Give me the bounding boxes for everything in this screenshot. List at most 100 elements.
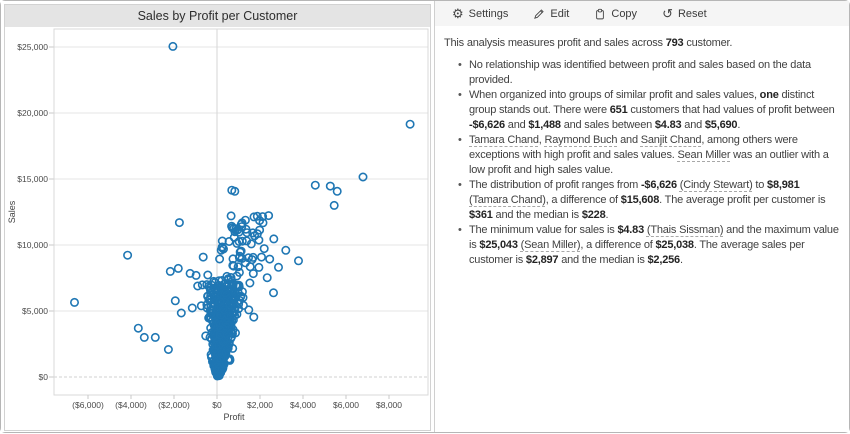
scatter-mark[interactable] [269,234,279,244]
scatter-mark[interactable] [123,250,133,260]
scatter-mark[interactable] [358,172,368,182]
scatter-mark[interactable] [133,323,143,333]
scatter-mark[interactable] [255,216,265,226]
scatter-mark[interactable] [201,331,211,341]
reset-button[interactable]: ↺ Reset [659,5,710,22]
scatter-mark[interactable] [248,269,258,279]
customer-link[interactable]: Tamara Chand [469,134,539,146]
customer-link[interactable]: (Sean Miller) [520,239,581,251]
customer-link[interactable]: Sanjit Chand [640,134,702,146]
scatter-mark[interactable] [218,337,228,347]
scatter-mark[interactable] [240,258,250,268]
scatter-mark[interactable] [332,186,342,196]
scatter-mark[interactable] [216,353,226,363]
scatter-mark[interactable] [203,270,213,280]
scatter-mark[interactable] [256,252,266,262]
scatter-mark[interactable] [193,281,203,291]
scatter-mark[interactable] [165,266,175,276]
customer-link[interactable]: (Cindy Stewart) [679,179,753,191]
copy-button[interactable]: Copy [591,6,640,22]
scatter-mark[interactable] [232,271,242,281]
scatter-mark[interactable] [217,242,227,252]
scatter-mark[interactable] [230,186,240,196]
scatter-mark[interactable] [238,300,248,310]
scatter-mark[interactable] [254,262,264,272]
scatter-mark[interactable] [174,218,184,228]
scatter-mark[interactable] [150,332,160,342]
scatter-mark[interactable] [281,245,291,255]
scatter-mark[interactable] [70,297,80,307]
scatter-mark[interactable] [226,211,236,221]
scatter-plot[interactable]: $0 $5,000 $10,000 $15,000 $20,000 $25,000 ($6,… [1,1,434,434]
scatter-mark[interactable] [237,236,247,246]
scatter-mark[interactable] [242,236,252,246]
scatter-mark[interactable] [187,303,197,313]
scatter-mark[interactable] [215,254,225,264]
scatter-mark[interactable] [206,309,216,319]
scatter-mark[interactable] [231,224,241,234]
scatter-mark[interactable] [231,328,241,338]
scatter-marks[interactable] [70,41,415,381]
scatter-mark[interactable] [329,200,339,210]
scatter-mark[interactable] [215,297,225,307]
scatter-mark[interactable] [264,211,274,221]
scatter-mark[interactable] [209,276,219,286]
settings-button[interactable]: ⚙ Settings [449,5,511,22]
scatter-mark[interactable] [234,253,244,263]
customer-link[interactable]: (Tamara Chand) [469,194,546,206]
scatter-mark[interactable] [202,300,212,310]
analysis-bullet: • The minimum value for sales is $4.83 (T… [458,224,839,266]
scatter-mark[interactable] [163,344,173,354]
scatter-mark[interactable] [228,307,238,317]
scatter-mark[interactable] [234,280,244,290]
scatter-mark[interactable] [215,330,225,340]
customer-link[interactable]: Raymond Buch [544,134,618,146]
customer-link[interactable]: Sean Miller [677,149,731,161]
scatter-mark[interactable] [273,262,283,272]
scatter-mark[interactable] [225,299,235,309]
scatter-mark[interactable] [233,262,243,272]
scatter-mark[interactable] [249,312,259,322]
scatter-mark[interactable] [220,288,230,298]
scatter-mark[interactable] [310,180,320,190]
scatter-mark[interactable] [244,305,254,315]
scatter-mark[interactable] [168,41,178,51]
scatter-mark[interactable] [262,273,272,283]
scatter-mark[interactable] [293,256,303,266]
scatter-mark[interactable] [259,244,269,254]
scatter-mark[interactable] [203,291,213,301]
edit-button[interactable]: Edit [530,6,572,22]
scatter-mark[interactable] [191,270,201,280]
scatter-mark[interactable] [221,348,231,358]
scatter-mark[interactable] [196,301,206,311]
scatter-mark[interactable] [245,278,255,288]
scatter-mark[interactable] [226,272,236,282]
scatter-mark[interactable] [325,181,335,191]
scatter-mark[interactable] [185,268,195,278]
scatter-mark[interactable] [225,354,235,364]
scatter-mark[interactable] [170,296,180,306]
scatter-mark[interactable] [252,229,262,239]
scatter-mark[interactable] [217,349,227,359]
scatter-mark[interactable] [139,332,149,342]
scatter-mark[interactable] [228,254,238,264]
customer-link[interactable]: (Thais Sissman) [646,224,724,236]
scatter-mark[interactable] [268,288,278,298]
scatter-mark[interactable] [176,308,186,318]
scatter-mark[interactable] [228,278,238,288]
scatter-mark[interactable] [405,119,415,129]
scatter-mark[interactable] [173,263,183,273]
scatter-mark[interactable] [252,211,262,221]
scatter-mark[interactable] [235,247,245,257]
scatter-mark[interactable] [226,333,236,343]
settings-label: Settings [468,7,509,20]
scatter-mark[interactable] [217,236,227,246]
scatter-mark[interactable] [198,252,208,262]
scatter-mark[interactable] [237,222,247,232]
scatter-mark[interactable] [265,254,275,264]
scatter-mark[interactable] [232,238,242,248]
scatter-mark[interactable] [237,218,247,228]
scatter-mark[interactable] [222,271,232,281]
scatter-mark[interactable] [228,260,238,270]
highlight-value: one [759,89,779,101]
